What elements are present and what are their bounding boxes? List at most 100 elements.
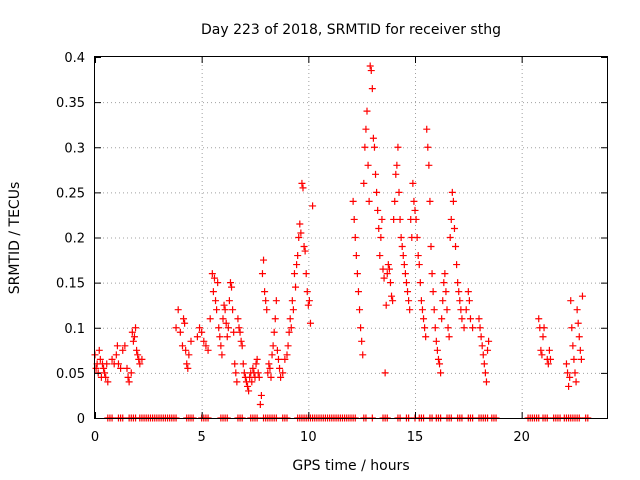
data-point	[299, 184, 307, 192]
data-point	[545, 346, 553, 354]
data-point	[453, 261, 461, 269]
data-point	[215, 324, 223, 332]
data-point	[485, 337, 493, 345]
data-point	[425, 161, 433, 169]
data-point	[437, 369, 445, 377]
data-point	[413, 234, 421, 241]
data-point	[222, 319, 230, 327]
data-point	[248, 378, 256, 386]
data-point	[238, 342, 246, 350]
data-point	[562, 360, 570, 368]
data-point	[185, 351, 193, 359]
data-point	[574, 319, 582, 327]
data-point	[283, 351, 291, 359]
data-point	[429, 288, 437, 296]
x-tick-label: 15	[407, 430, 424, 445]
data-point	[575, 333, 583, 341]
data-point	[220, 301, 228, 309]
data-point	[480, 360, 488, 368]
x-tick-label: 5	[198, 430, 206, 445]
data-point	[436, 360, 444, 368]
data-point	[440, 279, 448, 287]
data-point	[411, 206, 419, 214]
data-point	[375, 224, 383, 232]
data-point	[237, 337, 245, 345]
data-point	[306, 319, 314, 327]
data-point	[214, 279, 222, 287]
y-tick-label: 0	[77, 412, 85, 427]
chart-title: Day 223 of 2018, SRMTID for receiver sth…	[201, 22, 501, 38]
data-point	[351, 234, 359, 241]
data-point	[295, 234, 303, 241]
data-point	[255, 373, 263, 381]
y-axis-title: SRMTID / TECUs	[7, 182, 23, 295]
data-point	[274, 355, 282, 363]
data-point	[414, 252, 422, 260]
data-point	[389, 297, 397, 305]
x-tick-label: 20	[513, 430, 530, 445]
data-point	[229, 306, 237, 314]
data-point	[104, 378, 112, 386]
data-point	[449, 197, 457, 205]
data-point	[392, 170, 400, 178]
data-point	[386, 279, 394, 287]
data-point	[396, 215, 404, 223]
data-point	[276, 364, 284, 372]
data-point	[133, 346, 141, 354]
data-point	[234, 315, 242, 323]
data-point	[431, 324, 439, 332]
data-point	[287, 324, 295, 332]
data-point	[469, 324, 477, 332]
data-point	[363, 107, 371, 115]
data-point	[174, 306, 182, 314]
data-point	[240, 369, 248, 377]
data-point	[381, 369, 389, 377]
data-point	[129, 337, 137, 345]
y-tick-label: 0.1	[64, 322, 85, 337]
data-point	[578, 292, 586, 300]
data-point	[374, 206, 382, 214]
data-point	[138, 355, 146, 363]
data-point	[187, 337, 195, 345]
data-point	[228, 283, 236, 291]
data-point	[213, 306, 221, 314]
data-point	[352, 252, 360, 260]
data-point	[438, 315, 446, 323]
data-point	[184, 364, 192, 372]
data-point	[423, 125, 431, 133]
data-point	[476, 324, 484, 332]
data-point	[402, 279, 410, 287]
data-point	[269, 342, 277, 350]
data-point	[121, 342, 129, 350]
data-point	[96, 355, 104, 363]
data-point	[233, 378, 241, 386]
data-point	[537, 346, 545, 354]
data-point	[539, 333, 547, 341]
data-point	[441, 270, 449, 278]
y-tick-label: 0.15	[56, 277, 85, 292]
data-point	[309, 202, 317, 210]
data-point	[236, 328, 244, 336]
data-point	[262, 297, 270, 305]
data-point	[466, 315, 474, 323]
data-point	[399, 252, 407, 260]
data-point	[465, 297, 473, 305]
data-point	[221, 306, 229, 314]
data-point	[272, 297, 280, 305]
data-point	[198, 328, 206, 336]
data-point	[103, 360, 111, 368]
y-tick-label: 0.3	[64, 141, 85, 156]
data-point	[265, 360, 273, 368]
data-point	[204, 346, 212, 354]
data-point	[377, 234, 385, 241]
data-point	[477, 333, 485, 341]
data-point	[209, 288, 217, 296]
data-point	[382, 301, 390, 309]
data-point	[223, 333, 231, 341]
data-point	[124, 373, 132, 381]
data-point	[372, 170, 380, 178]
data-point	[432, 337, 440, 345]
data-point	[134, 351, 142, 359]
data-point	[369, 134, 377, 142]
